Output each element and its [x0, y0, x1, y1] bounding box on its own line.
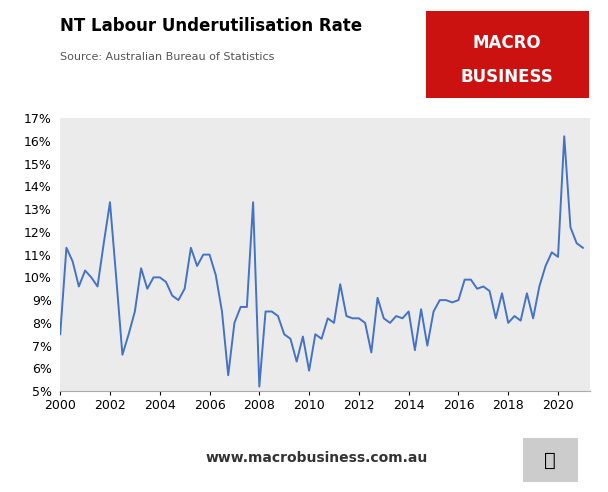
Text: Source: Australian Bureau of Statistics: Source: Australian Bureau of Statistics: [60, 52, 275, 62]
Text: MACRO: MACRO: [473, 34, 541, 52]
Text: 🐺: 🐺: [544, 451, 556, 469]
Text: NT Labour Underutilisation Rate: NT Labour Underutilisation Rate: [60, 17, 362, 35]
Text: www.macrobusiness.com.au: www.macrobusiness.com.au: [205, 451, 427, 465]
Text: BUSINESS: BUSINESS: [461, 67, 553, 86]
